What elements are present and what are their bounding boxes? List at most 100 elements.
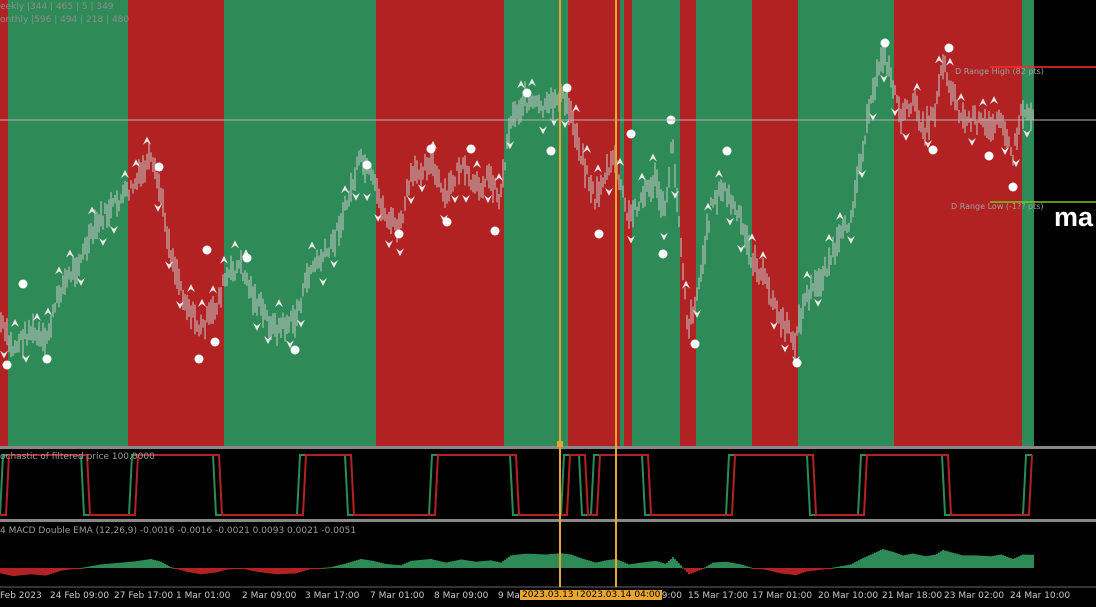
macd-bar bbox=[956, 553, 958, 568]
macd-bar bbox=[492, 560, 494, 568]
macd-bar bbox=[418, 560, 420, 568]
macd-bar bbox=[386, 564, 388, 568]
macd-bar bbox=[588, 560, 590, 568]
macd-bar bbox=[6, 568, 8, 575]
macd-bar bbox=[168, 566, 170, 568]
macd-bar bbox=[346, 563, 348, 568]
macd-bar bbox=[834, 567, 836, 569]
macd-bar bbox=[1016, 557, 1018, 568]
macd-bar bbox=[20, 568, 22, 576]
macd-bar bbox=[762, 568, 764, 570]
macd-bar bbox=[170, 567, 172, 569]
pivot-dot bbox=[442, 217, 452, 227]
macd-bar bbox=[304, 568, 306, 571]
macd-bar bbox=[16, 568, 18, 576]
macd-bar bbox=[888, 550, 890, 568]
macd-bar bbox=[334, 566, 336, 568]
macd-bar bbox=[698, 568, 700, 571]
arrow-down-icon bbox=[737, 244, 745, 253]
trend-band bbox=[128, 0, 224, 446]
macd-bar bbox=[502, 561, 504, 568]
macd-bar bbox=[986, 556, 988, 568]
macd-bar bbox=[838, 566, 840, 568]
macd-bar bbox=[404, 563, 406, 568]
macd-bar bbox=[952, 552, 954, 568]
macd-bar bbox=[86, 566, 88, 568]
arrow-down-icon bbox=[880, 74, 888, 83]
highlighted-time-2: 2023.03.14 04:00 bbox=[578, 590, 663, 600]
macd-bar bbox=[528, 553, 530, 568]
macd-bar bbox=[470, 560, 472, 568]
macd-bar bbox=[302, 568, 304, 572]
macd-bar bbox=[848, 564, 850, 568]
macd-bar bbox=[786, 568, 788, 575]
macd-bar bbox=[130, 561, 132, 568]
macd-bar bbox=[156, 560, 158, 568]
cursor-handle[interactable] bbox=[557, 441, 563, 447]
pivot-dot bbox=[626, 129, 636, 139]
macd-bar bbox=[358, 559, 360, 568]
macd-bar bbox=[522, 553, 524, 568]
arrow-up-icon bbox=[220, 255, 228, 264]
macd-bar bbox=[876, 551, 878, 568]
arrow-up-icon bbox=[33, 312, 41, 321]
macd-bar bbox=[884, 549, 886, 568]
macd-bar bbox=[702, 568, 704, 569]
macd-bar bbox=[14, 568, 16, 576]
macd-label: 4 MACD Double EMA (12,26,9) -0.0016 -0.0… bbox=[0, 526, 357, 536]
macd-bar bbox=[970, 555, 972, 568]
macd-bar bbox=[610, 559, 612, 568]
macd-bar bbox=[720, 562, 722, 568]
macd-bar bbox=[1012, 559, 1014, 568]
macd-bar bbox=[250, 568, 252, 571]
macd-bar bbox=[100, 564, 102, 568]
macd-bar bbox=[440, 561, 442, 568]
macd-bar bbox=[332, 566, 334, 568]
arrow-down-icon bbox=[264, 336, 272, 345]
macd-bar bbox=[746, 566, 748, 568]
macd-bar bbox=[554, 553, 556, 568]
macd-bar bbox=[890, 551, 892, 568]
macd-bar bbox=[300, 568, 302, 572]
time-tick: 23 Mar 02:00 bbox=[944, 591, 1005, 601]
macd-bar bbox=[426, 559, 428, 568]
macd-bar bbox=[372, 560, 374, 568]
macd-bar bbox=[212, 568, 214, 573]
macd-bar bbox=[958, 554, 960, 568]
macd-bar bbox=[120, 562, 122, 568]
macd-bar bbox=[518, 554, 520, 568]
macd-bar bbox=[478, 561, 480, 568]
macd-bar bbox=[850, 564, 852, 568]
arrow-down-icon bbox=[814, 298, 822, 307]
arrow-up-icon bbox=[198, 298, 206, 307]
arrow-up-icon bbox=[682, 280, 690, 289]
macd-bar bbox=[980, 555, 982, 568]
macd-bar bbox=[364, 559, 366, 568]
trend-band bbox=[8, 0, 128, 446]
macd-bar bbox=[272, 568, 274, 574]
macd-bar bbox=[666, 562, 668, 568]
pivot-dots bbox=[2, 38, 1018, 370]
macd-bar bbox=[186, 568, 188, 572]
macd-bar bbox=[498, 562, 500, 568]
macd-bar bbox=[66, 568, 68, 570]
macd-bar bbox=[444, 562, 446, 568]
macd-bar bbox=[344, 563, 346, 568]
macd-bar bbox=[2, 568, 4, 574]
macd-bar bbox=[972, 555, 974, 568]
arrow-down-icon bbox=[968, 137, 976, 146]
arrow-down-icon bbox=[407, 196, 415, 205]
macd-bar bbox=[696, 568, 698, 572]
macd-bar bbox=[284, 568, 286, 574]
macd-bar bbox=[490, 560, 492, 568]
time-tick: 15 Mar 17:00 bbox=[688, 591, 749, 601]
macd-bar bbox=[296, 568, 298, 574]
macd-bar bbox=[494, 561, 496, 568]
macd-bar bbox=[474, 561, 476, 568]
macd-bar bbox=[28, 568, 30, 575]
macd-bar bbox=[778, 568, 780, 573]
macd-bar bbox=[114, 563, 116, 568]
macd-bar bbox=[128, 561, 130, 568]
macd-bar bbox=[216, 568, 218, 573]
